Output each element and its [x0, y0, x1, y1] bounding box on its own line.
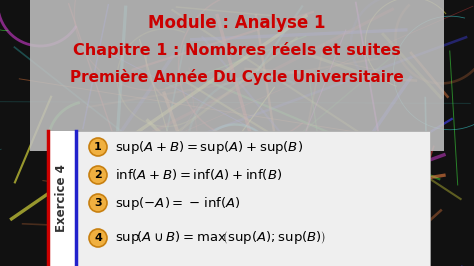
Text: Première Année Du Cycle Universitaire: Première Année Du Cycle Universitaire — [70, 69, 404, 85]
Circle shape — [89, 229, 107, 247]
Text: Module : Analyse 1: Module : Analyse 1 — [148, 14, 326, 32]
Text: 1: 1 — [94, 142, 102, 152]
Text: Exercice 4: Exercice 4 — [55, 165, 69, 232]
Circle shape — [89, 194, 107, 212]
Text: $\mathrm{sup}\!\left(A\cup B\right)=\mathrm{max}\!\left(\mathrm{sup}(A);\mathrm{: $\mathrm{sup}\!\left(A\cup B\right)=\mat… — [115, 230, 326, 247]
Text: $\mathrm{inf}(A+B)=\mathrm{inf}(A)+\mathrm{inf}(B)$: $\mathrm{inf}(A+B)=\mathrm{inf}(A)+\math… — [115, 168, 282, 182]
Circle shape — [89, 166, 107, 184]
Text: 3: 3 — [94, 198, 102, 208]
Text: Chapitre 1 : Nombres réels et suites: Chapitre 1 : Nombres réels et suites — [73, 42, 401, 58]
Text: $\mathrm{sup}(-A)=-\,\mathrm{inf}(A)$: $\mathrm{sup}(-A)=-\,\mathrm{inf}(A)$ — [115, 194, 241, 211]
Text: $\mathrm{sup}(A+B)=\mathrm{sup}(A)+\mathrm{sup}(B)$: $\mathrm{sup}(A+B)=\mathrm{sup}(A)+\math… — [115, 139, 303, 156]
Text: 4: 4 — [94, 233, 102, 243]
FancyBboxPatch shape — [75, 131, 430, 266]
FancyBboxPatch shape — [48, 131, 76, 266]
Circle shape — [89, 138, 107, 156]
Text: 2: 2 — [94, 170, 102, 180]
FancyBboxPatch shape — [30, 0, 444, 151]
